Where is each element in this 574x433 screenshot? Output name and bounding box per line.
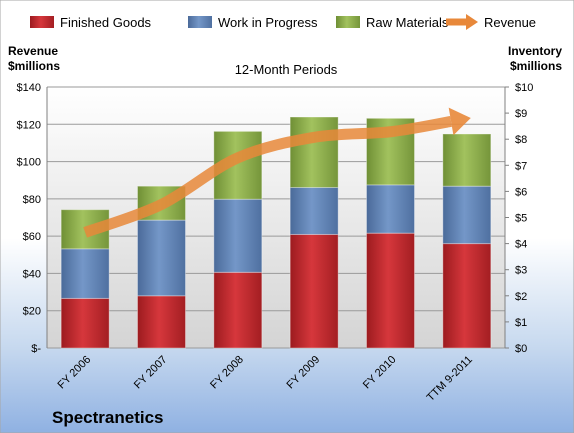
bar-finished-goods: [366, 232, 415, 349]
left-tick-label: $140: [17, 82, 41, 94]
left-tick-label: $120: [17, 119, 41, 131]
bar-raw-materials: [442, 133, 492, 187]
right-tick-label: $1: [515, 317, 527, 329]
legend-swatch: [336, 16, 360, 28]
bar-work-in-progress: [137, 219, 186, 297]
legend-label: Finished Goods: [60, 15, 152, 30]
bar-finished-goods: [137, 295, 186, 349]
bar-finished-goods: [289, 233, 339, 349]
legend-swatch: [30, 16, 54, 28]
legend-item: Revenue: [446, 14, 536, 30]
bar-finished-goods: [442, 243, 492, 349]
bar-finished-goods: [60, 297, 110, 349]
bar-finished-goods: [213, 271, 263, 349]
left-axis-title-line2: $millions: [8, 59, 60, 73]
right-axis-title-line2: $millions: [510, 59, 562, 73]
left-tick-label: $60: [23, 231, 41, 243]
company-name: Spectranetics: [52, 408, 164, 427]
right-tick-label: $3: [515, 265, 527, 277]
right-tick-label: $5: [515, 213, 527, 225]
revenue-line-path: [83, 115, 453, 238]
right-tick-label: $2: [515, 291, 527, 303]
right-tick-label: $6: [515, 186, 527, 198]
right-tick-label: $0: [515, 343, 527, 355]
right-axis-title-line1: Inventory: [508, 44, 562, 58]
legend-arrow-head: [466, 14, 478, 30]
left-axis: $- $20 $40 $60 $80 $100 $120 $140: [17, 82, 48, 355]
chart-subtitle: 12-Month Periods: [235, 62, 338, 77]
left-tick-label: $100: [17, 157, 41, 169]
legend-label: Work in Progress: [218, 15, 318, 30]
left-tick-label: $20: [23, 306, 41, 318]
left-tick-label: $80: [23, 194, 41, 206]
revenue-line: [83, 107, 471, 238]
bar-raw-materials: [289, 116, 339, 188]
right-tick-label: $4: [515, 239, 527, 251]
left-axis-title-line1: Revenue: [8, 44, 58, 58]
right-tick-label: $8: [515, 134, 527, 146]
bar-work-in-progress: [60, 248, 110, 299]
legend-label: Revenue: [484, 15, 536, 30]
legend-item: Raw Materials: [336, 15, 449, 30]
legend-label: Raw Materials: [366, 15, 449, 30]
legend-item: Work in Progress: [188, 15, 318, 30]
bar-work-in-progress: [289, 186, 339, 235]
bar-work-in-progress: [366, 184, 415, 234]
right-tick-label: $7: [515, 160, 527, 172]
legend: Finished Goods Work in Progress Raw Materi…: [30, 14, 536, 30]
revenue-arrow-head: [448, 107, 471, 136]
right-tick-label: $9: [515, 108, 527, 120]
legend-swatch: [188, 16, 212, 28]
right-tick-label: $10: [515, 82, 533, 94]
left-tick-label: $-: [31, 343, 41, 355]
left-tick-label: $40: [23, 268, 41, 280]
bar-work-in-progress: [213, 198, 263, 273]
right-axis: $0 $1 $2 $3 $4 $5 $6 $7 $8 $9 $10: [504, 82, 533, 355]
legend-item: Finished Goods: [30, 15, 152, 30]
bar-work-in-progress: [442, 185, 492, 245]
